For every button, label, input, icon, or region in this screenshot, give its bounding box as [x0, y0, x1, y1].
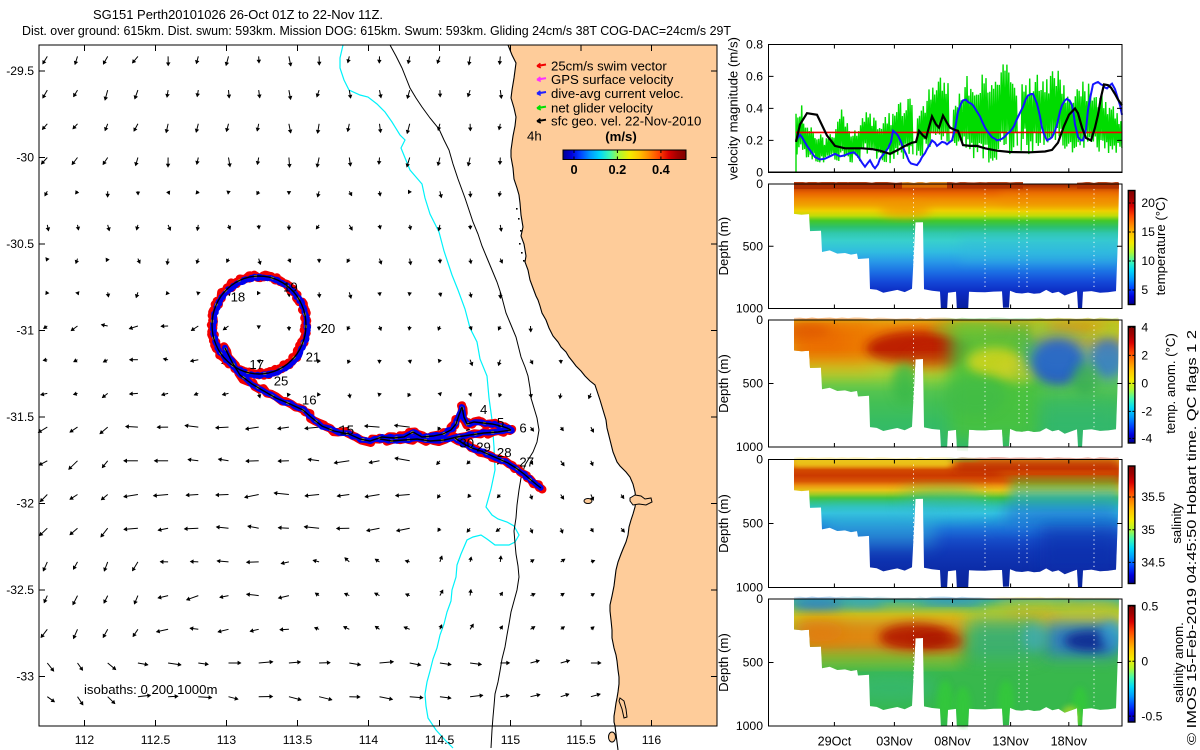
svg-text:SG151 Perth20101026 26-Oct 01Z: SG151 Perth20101026 26-Oct 01Z to 22-Nov… — [93, 7, 383, 22]
svg-text:0: 0 — [756, 313, 763, 327]
svg-text:4: 4 — [1141, 321, 1148, 335]
svg-text:08Nov: 08Nov — [934, 735, 971, 749]
svg-text:5: 5 — [497, 415, 504, 430]
svg-text:115.5: 115.5 — [566, 733, 596, 747]
svg-text:0.4: 0.4 — [746, 102, 763, 116]
svg-text:116: 116 — [642, 733, 662, 747]
svg-text:-29.5: -29.5 — [6, 64, 34, 78]
svg-text:0.8: 0.8 — [746, 38, 763, 52]
svg-text:GPS surface velocity: GPS surface velocity — [551, 72, 674, 87]
svg-text:dive-avg current veloc.: dive-avg current veloc. — [551, 86, 684, 101]
svg-text:temp. anom. (°C): temp. anom. (°C) — [1163, 333, 1178, 434]
svg-text:0.2: 0.2 — [746, 134, 763, 148]
svg-text:10: 10 — [1141, 254, 1155, 268]
svg-text:salinity: salinity — [1169, 503, 1184, 544]
svg-text:6: 6 — [519, 421, 526, 436]
svg-text:temperature (°C): temperature (°C) — [1153, 197, 1168, 295]
svg-text:4: 4 — [480, 402, 487, 417]
svg-text:0.6: 0.6 — [746, 70, 763, 84]
svg-text:0: 0 — [756, 592, 763, 606]
svg-text:19: 19 — [283, 280, 298, 295]
svg-text:-32.5: -32.5 — [6, 583, 34, 597]
svg-text:500: 500 — [743, 239, 764, 253]
svg-text:0: 0 — [756, 177, 763, 191]
svg-text:113.5: 113.5 — [283, 733, 313, 747]
svg-text:18Nov: 18Nov — [1051, 735, 1088, 749]
svg-text:1000: 1000 — [736, 440, 763, 454]
svg-text:isobaths: 0 200 1000m: isobaths: 0 200 1000m — [84, 682, 217, 697]
svg-text:500: 500 — [743, 377, 764, 391]
svg-text:2: 2 — [1141, 349, 1148, 363]
svg-text:115: 115 — [501, 733, 521, 747]
svg-text:500: 500 — [743, 656, 764, 670]
svg-text:28: 28 — [497, 445, 512, 460]
svg-text:0: 0 — [570, 162, 577, 177]
svg-text:-0.5: -0.5 — [1141, 709, 1162, 723]
svg-text:112: 112 — [75, 733, 95, 747]
svg-text:29: 29 — [476, 439, 491, 454]
svg-text:114.5: 114.5 — [425, 733, 455, 747]
svg-text:34.5: 34.5 — [1141, 556, 1165, 570]
svg-text:113: 113 — [217, 733, 237, 747]
svg-text:-32: -32 — [16, 497, 34, 511]
svg-text:18: 18 — [231, 289, 246, 304]
svg-text:20: 20 — [1141, 196, 1155, 210]
svg-text:114: 114 — [359, 733, 379, 747]
svg-text:-2: -2 — [1141, 405, 1152, 419]
svg-text:16: 16 — [302, 393, 317, 408]
svg-text:0: 0 — [756, 166, 763, 180]
svg-text:0: 0 — [1141, 377, 1148, 391]
svg-text:21: 21 — [306, 349, 321, 364]
svg-text:salinity anom.: salinity anom. — [1171, 622, 1186, 703]
svg-text:© IMOS 15-Feb-2019 04:45:50 Ho: © IMOS 15-Feb-2019 04:45:50 Hobart time.… — [1184, 330, 1199, 745]
svg-text:-33: -33 — [16, 670, 34, 684]
svg-text:0.2: 0.2 — [609, 162, 627, 177]
svg-text:13Nov: 13Nov — [992, 735, 1029, 749]
svg-text:500: 500 — [743, 517, 764, 531]
svg-text:30: 30 — [459, 436, 474, 451]
svg-text:15: 15 — [339, 423, 354, 438]
svg-text:Depth (m): Depth (m) — [716, 494, 731, 553]
svg-text:1000: 1000 — [736, 719, 763, 733]
svg-text:4h: 4h — [527, 129, 542, 144]
svg-text:velocity magnitude (m/s): velocity magnitude (m/s) — [726, 37, 741, 180]
svg-text:0: 0 — [756, 453, 763, 467]
svg-text:Depth (m): Depth (m) — [716, 633, 731, 692]
svg-text:27: 27 — [519, 454, 534, 469]
svg-text:(m/s): (m/s) — [605, 129, 637, 144]
svg-text:25: 25 — [274, 374, 289, 389]
svg-text:-4: -4 — [1141, 432, 1152, 446]
svg-text:112.5: 112.5 — [141, 733, 171, 747]
svg-text:0: 0 — [1141, 655, 1148, 669]
svg-text:35.5: 35.5 — [1141, 490, 1165, 504]
svg-text:0.4: 0.4 — [652, 162, 671, 177]
svg-text:17: 17 — [249, 357, 264, 372]
svg-text:03Nov: 03Nov — [876, 735, 913, 749]
svg-text:0.5: 0.5 — [1141, 599, 1158, 613]
svg-text:1000: 1000 — [736, 302, 763, 316]
svg-text:sfc geo. vel. 22-Nov-2010: sfc geo. vel. 22-Nov-2010 — [551, 114, 701, 129]
svg-text:Depth (m): Depth (m) — [716, 217, 731, 276]
svg-text:25cm/s swim vector: 25cm/s swim vector — [551, 59, 667, 74]
svg-text:15: 15 — [1141, 225, 1155, 239]
svg-text:net glider velocity: net glider velocity — [551, 101, 653, 116]
svg-text:5: 5 — [1141, 283, 1148, 297]
svg-text:Dist. over ground: 615km. Dist: Dist. over ground: 615km. Dist. swum: 59… — [22, 23, 731, 38]
svg-text:1000: 1000 — [736, 581, 763, 595]
svg-text:29Oct: 29Oct — [818, 735, 852, 749]
svg-text:-31: -31 — [16, 324, 34, 338]
svg-text:20: 20 — [321, 321, 336, 336]
svg-text:35: 35 — [1141, 523, 1155, 537]
svg-text:Depth (m): Depth (m) — [716, 354, 731, 413]
svg-text:-31.5: -31.5 — [6, 410, 34, 424]
svg-text:-30: -30 — [16, 151, 34, 165]
svg-text:-30.5: -30.5 — [6, 237, 34, 251]
